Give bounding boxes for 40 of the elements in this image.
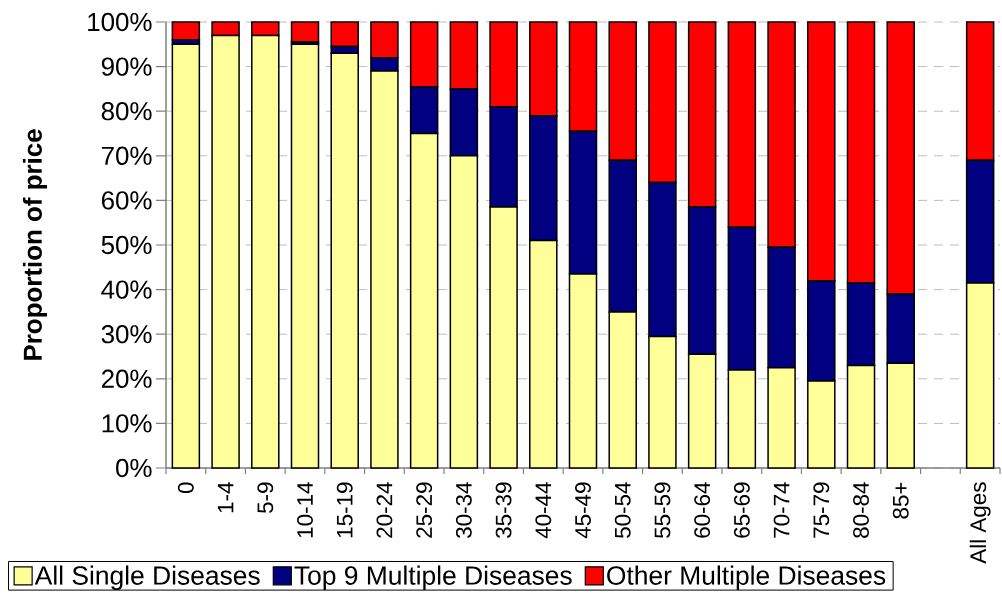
legend-label: Top 9 Multiple Diseases (294, 565, 572, 591)
x-tick-label: 10-14 (297, 482, 313, 538)
y-axis-title: Proportion of price (22, 129, 48, 360)
bar (290, 21, 320, 43)
legend-label: All Single Diseases (34, 565, 260, 591)
y-tick-label: 30% (101, 325, 152, 344)
x-tick-label: 15-19 (336, 482, 353, 538)
bar (171, 43, 201, 469)
y-tick-label: 90% (101, 57, 152, 76)
y-tick-label: 20% (101, 369, 152, 388)
bar (290, 43, 320, 469)
x-tick-label: 0 (177, 482, 194, 494)
x-tick-label: 50-54 (614, 482, 631, 538)
y-tick-label: 80% (101, 102, 152, 121)
y-tick-label: 60% (101, 191, 152, 210)
y-tick-label: 40% (101, 280, 152, 299)
x-tick-label: 80-84 (853, 482, 869, 538)
x-tick-label: 25-29 (416, 482, 433, 538)
x-tick-label: 40-44 (535, 482, 552, 539)
x-tick-label: 1-4 (217, 482, 234, 513)
y-tick-label: 100% (88, 12, 152, 32)
y-tick-label: 10% (102, 414, 152, 433)
x-tick-label: 75-79 (813, 482, 830, 538)
y-tick-label: 0% (116, 458, 152, 478)
legend-label: Other Multiple Diseases (607, 565, 886, 591)
y-tick-label: 70% (101, 146, 152, 165)
x-tick-label: 65-69 (733, 482, 750, 538)
x-tick-label: 20-24 (376, 482, 393, 538)
x-tick-label: All Ages (969, 482, 991, 564)
x-tick-label: 35-39 (495, 482, 512, 538)
bar (330, 21, 359, 48)
x-tick-label: 5-9 (257, 482, 274, 514)
x-tick-label: 30-34 (455, 482, 472, 538)
x-tick-label: 70-74 (773, 482, 790, 538)
x-tick-label: 60-64 (694, 482, 711, 538)
y-tick-label: 50% (101, 235, 152, 255)
x-tick-label: 55-59 (654, 482, 671, 538)
x-tick-label: 85+ (892, 482, 909, 519)
x-tick-label: 45-49 (575, 482, 591, 539)
bar (171, 21, 201, 41)
